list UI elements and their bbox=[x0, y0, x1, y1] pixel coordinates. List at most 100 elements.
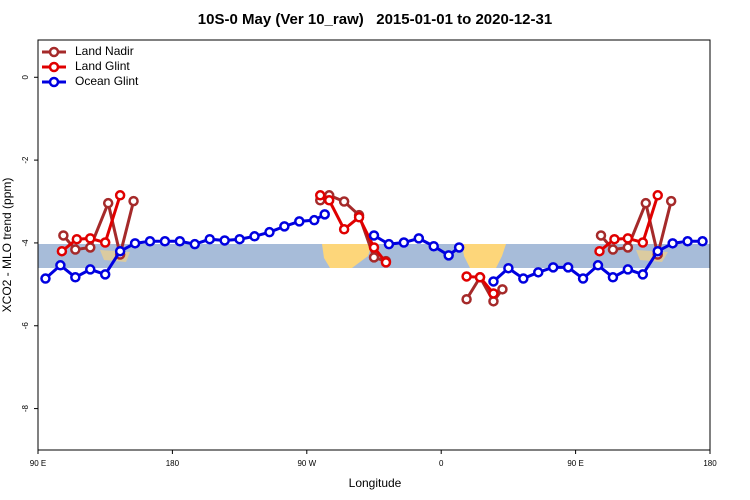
x-tick-label: 0 bbox=[439, 459, 444, 468]
data-point bbox=[474, 272, 486, 283]
x-tick-label: 180 bbox=[703, 459, 717, 468]
data-point bbox=[607, 244, 619, 255]
data-point bbox=[159, 236, 171, 247]
legend-marker bbox=[48, 46, 60, 58]
x-axis-label: Longitude bbox=[349, 476, 402, 490]
data-point bbox=[637, 237, 649, 248]
data-point bbox=[219, 235, 230, 246]
data-point bbox=[279, 221, 290, 232]
data-point bbox=[204, 233, 215, 245]
data-point bbox=[70, 244, 81, 255]
x-tick-label: 90 W bbox=[297, 459, 316, 468]
data-point bbox=[264, 226, 275, 238]
data-point bbox=[128, 195, 139, 207]
data-point bbox=[319, 209, 330, 220]
data-point bbox=[383, 238, 395, 250]
data-point bbox=[607, 272, 619, 283]
data-point bbox=[518, 273, 529, 284]
legend-item: Land Glint bbox=[42, 59, 130, 73]
data-point bbox=[609, 233, 620, 245]
data-point bbox=[338, 224, 350, 235]
data-point bbox=[453, 242, 465, 253]
data-point bbox=[55, 260, 66, 271]
data-point bbox=[562, 262, 574, 273]
legend-label: Ocean Glint bbox=[75, 74, 139, 88]
y-tick-label: -2 bbox=[21, 156, 30, 164]
data-point bbox=[368, 242, 380, 253]
data-point bbox=[652, 245, 663, 257]
data-point bbox=[314, 190, 326, 201]
data-point bbox=[667, 238, 678, 249]
data-point bbox=[99, 237, 111, 248]
y-tick-label: -6 bbox=[21, 322, 30, 330]
x-tick-label: 90 E bbox=[30, 459, 46, 468]
y-tick-label: -4 bbox=[21, 239, 30, 247]
legend-marker bbox=[48, 61, 60, 73]
data-point bbox=[497, 284, 508, 295]
data-point bbox=[622, 242, 634, 253]
data-point bbox=[665, 195, 677, 207]
data-point bbox=[58, 230, 69, 241]
data-point bbox=[637, 269, 649, 280]
data-point bbox=[85, 264, 96, 275]
land-patch bbox=[322, 244, 372, 268]
legend-marker bbox=[48, 76, 60, 88]
data-point bbox=[56, 245, 68, 257]
data-point bbox=[461, 294, 472, 305]
data-point bbox=[144, 236, 156, 247]
data-point bbox=[189, 238, 201, 250]
legend-label: Land Nadir bbox=[75, 44, 134, 58]
data-point bbox=[443, 250, 454, 261]
legend-label: Land Glint bbox=[75, 59, 130, 73]
data-point bbox=[114, 190, 126, 201]
legend-item: Ocean Glint bbox=[42, 74, 139, 88]
y-tick-label: -8 bbox=[21, 404, 30, 412]
data-point bbox=[102, 197, 114, 209]
data-point bbox=[592, 260, 604, 271]
x-tick-label: 90 E bbox=[567, 459, 583, 468]
data-point bbox=[652, 190, 663, 201]
data-point bbox=[547, 262, 559, 273]
data-point bbox=[234, 233, 245, 245]
data-point bbox=[99, 269, 111, 280]
data-point bbox=[114, 245, 126, 257]
data-point bbox=[71, 233, 83, 245]
data-point bbox=[338, 196, 350, 207]
data-point bbox=[398, 237, 410, 248]
data-point bbox=[368, 252, 380, 263]
data-point bbox=[682, 236, 693, 247]
data-point bbox=[294, 216, 305, 227]
legend-item: Land Nadir bbox=[42, 44, 134, 58]
data-point bbox=[129, 238, 141, 249]
series-line bbox=[62, 193, 673, 305]
data-point bbox=[413, 233, 425, 244]
data-point bbox=[174, 236, 186, 247]
data-point bbox=[594, 245, 605, 257]
land-patch bbox=[462, 244, 506, 268]
data-point bbox=[40, 273, 51, 284]
data-point bbox=[309, 214, 320, 226]
x-tick-label: 180 bbox=[166, 459, 180, 468]
data-point bbox=[85, 233, 96, 244]
y-tick-label: 0 bbox=[21, 74, 30, 79]
data-point bbox=[85, 242, 96, 253]
data-point bbox=[622, 233, 634, 244]
plot-frame bbox=[37, 39, 711, 451]
data-point bbox=[461, 271, 472, 282]
data-point bbox=[380, 257, 392, 268]
data-point bbox=[503, 262, 514, 274]
data-point bbox=[533, 267, 544, 278]
chart-title: 10S-0 May (Ver 10_raw) 2015-01-01 to 202… bbox=[198, 11, 552, 28]
data-point bbox=[622, 264, 634, 275]
data-point bbox=[488, 288, 499, 299]
data-point bbox=[640, 197, 652, 209]
data-point bbox=[353, 212, 365, 223]
data-point bbox=[595, 230, 607, 241]
data-point bbox=[488, 276, 499, 287]
y-axis-label: XCO2 - MLO trend (ppm) bbox=[0, 178, 14, 313]
data-point bbox=[249, 231, 260, 242]
data-point bbox=[368, 230, 380, 241]
data-point bbox=[577, 273, 589, 284]
data-point bbox=[697, 236, 708, 247]
